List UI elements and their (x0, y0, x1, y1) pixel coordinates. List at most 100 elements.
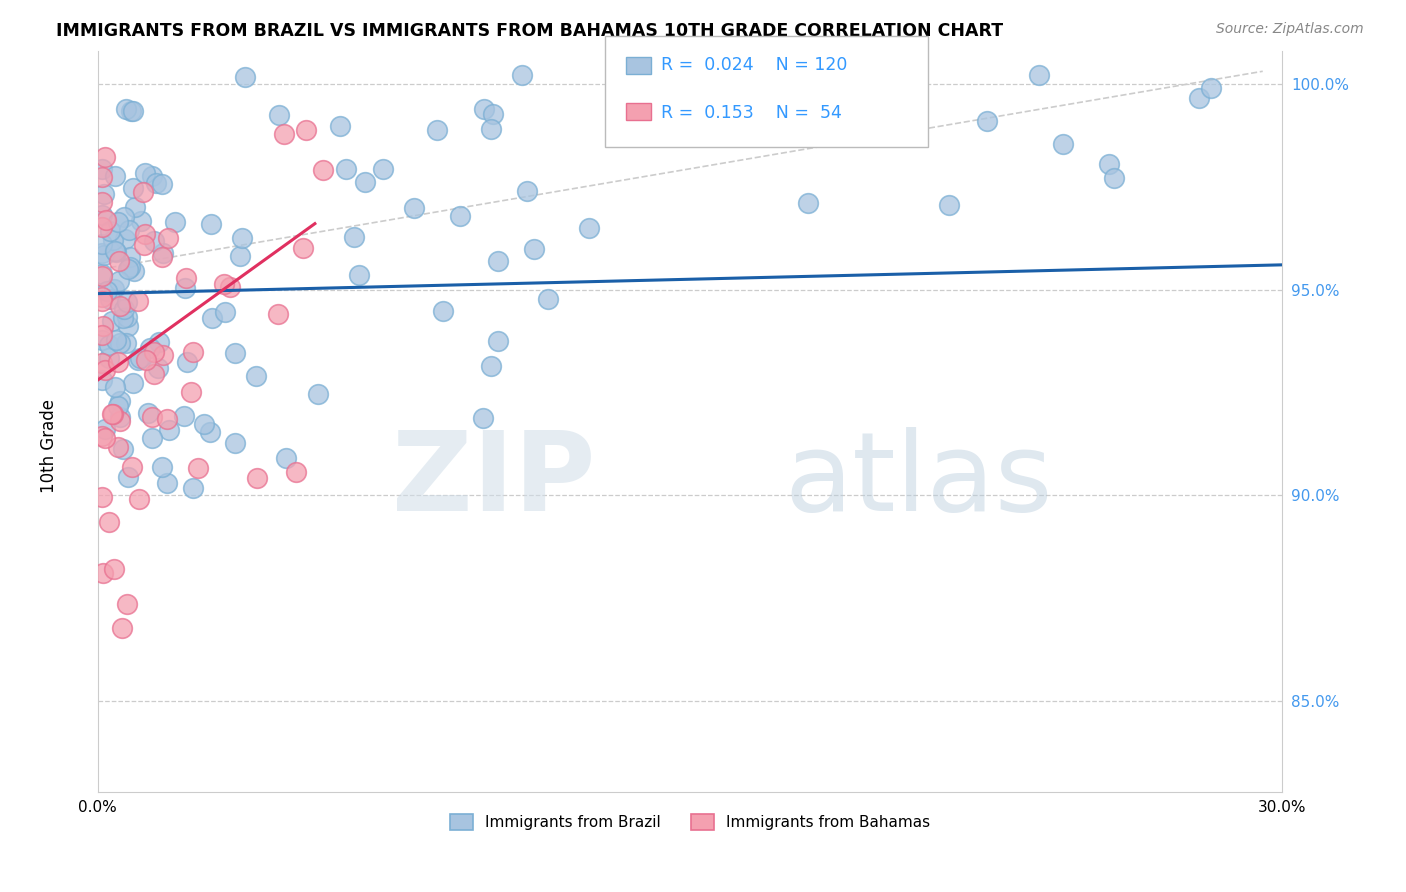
Point (93, 248, 115, 262)
Point (143, 235, 166, 249)
Point (103, 408, 125, 422)
Point (1104, 171, 1126, 186)
Point (98, 351, 121, 366)
Point (118, 260, 141, 274)
Point (219, 280, 242, 294)
Point (90, 293, 112, 308)
Point (157, 423, 180, 437)
Point (108, 393, 131, 408)
Point (128, 491, 150, 506)
Point (97, 338, 120, 352)
Point (124, 200, 146, 214)
Point (90, 327, 112, 342)
Point (91, 161, 114, 176)
Point (1098, 156, 1121, 170)
Point (347, 268, 370, 282)
Point (214, 305, 236, 319)
Point (121, 460, 143, 475)
Point (335, 162, 357, 177)
Point (134, 166, 156, 180)
Point (108, 299, 131, 313)
Point (90, 373, 112, 387)
Point (449, 209, 471, 223)
Point (96, 284, 118, 298)
Point (152, 246, 174, 260)
Point (224, 346, 246, 360)
Point (90, 236, 112, 251)
Point (887, 98, 910, 112)
Point (112, 211, 135, 225)
Point (402, 201, 425, 215)
Point (129, 351, 152, 365)
Point (117, 261, 139, 276)
Point (481, 106, 503, 120)
Point (797, 195, 820, 210)
Point (107, 254, 129, 268)
Point (93, 150, 115, 164)
Point (938, 198, 960, 212)
Point (120, 104, 142, 119)
Text: Source: ZipAtlas.com: Source: ZipAtlas.com (1216, 22, 1364, 37)
Point (976, 113, 998, 128)
Point (156, 475, 179, 490)
Point (104, 169, 127, 183)
Point (371, 161, 394, 176)
Legend: Immigrants from Brazil, Immigrants from Bahamas: Immigrants from Brazil, Immigrants from … (444, 808, 936, 836)
Point (94, 431, 117, 445)
Point (245, 369, 267, 384)
Point (115, 310, 138, 324)
Point (121, 104, 143, 119)
Point (150, 251, 173, 265)
Point (120, 250, 142, 264)
Point (124, 264, 146, 278)
Point (134, 227, 156, 241)
Point (121, 376, 143, 391)
Point (98, 293, 121, 307)
Point (1052, 136, 1074, 151)
Point (200, 311, 222, 326)
Point (578, 221, 600, 235)
Point (118, 223, 141, 237)
Point (229, 248, 252, 262)
Point (112, 302, 135, 317)
Point (115, 102, 138, 116)
Point (98, 224, 121, 238)
Point (267, 108, 290, 122)
Point (486, 254, 509, 268)
Point (187, 461, 209, 475)
Point (90, 194, 112, 209)
Point (117, 318, 139, 333)
Point (233, 70, 256, 84)
Point (536, 292, 558, 306)
Point (115, 295, 138, 310)
Point (181, 482, 204, 496)
Point (472, 103, 495, 117)
Point (90, 208, 112, 222)
Point (91, 319, 114, 334)
Point (516, 184, 538, 198)
Point (94, 363, 117, 377)
Point (112, 442, 135, 457)
Point (103, 562, 125, 576)
Point (115, 336, 138, 351)
Text: IMMIGRANTS FROM BRAZIL VS IMMIGRANTS FROM BAHAMAS 10TH GRADE CORRELATION CHART: IMMIGRANTS FROM BRAZIL VS IMMIGRANTS FRO… (56, 22, 1004, 40)
Point (174, 270, 197, 285)
Text: R =  0.024    N = 120: R = 0.024 N = 120 (661, 56, 848, 74)
Point (111, 620, 134, 634)
Point (141, 409, 163, 424)
Point (117, 470, 139, 484)
Point (231, 230, 253, 244)
Point (90, 245, 112, 260)
Point (90, 267, 112, 281)
Point (138, 406, 160, 420)
Point (471, 410, 494, 425)
Point (145, 176, 167, 190)
Point (1201, 80, 1223, 95)
Point (90, 356, 112, 370)
Point (307, 386, 329, 401)
Point (107, 215, 129, 229)
Point (90, 333, 112, 347)
Point (181, 345, 204, 359)
Text: atlas: atlas (785, 427, 1053, 534)
Point (101, 314, 124, 328)
